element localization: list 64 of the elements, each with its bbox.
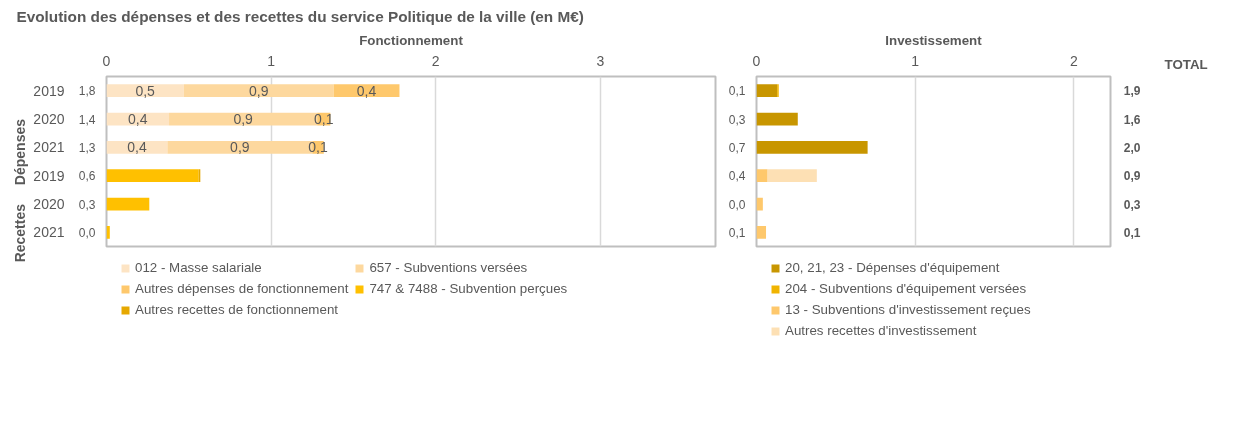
total-label: 0,1 [728,225,746,240]
y-tick-label: 2020 [33,196,65,212]
legend-label: 20, 21, 23 - Dépenses d'équipement [785,260,1000,275]
data-label: 0,9 [230,139,250,156]
data-label: 0,4 [128,111,148,127]
total-label: 0,3 [728,112,746,127]
total-label: 1,3 [78,140,96,155]
data-label: 0,4 [356,82,377,99]
total-label: 0,0 [78,225,96,240]
bar [767,169,817,183]
x-axis-title: Fonctionnement [359,32,464,48]
x-tick-label: 3 [596,52,605,69]
text: TOTAL [1164,56,1208,72]
bar [756,169,768,183]
data-label: 0,9 [249,82,269,99]
bar [756,140,868,154]
text: Dépenses [11,118,28,186]
legend-label: Autres recettes de fonctionnement [135,302,339,317]
legend-label: Autres recettes d'investissement [785,323,977,338]
bar [756,84,778,98]
x-tick-label: 0 [102,52,111,69]
x-axis-title: Investissement [885,32,983,48]
y-tick-label: 2019 [33,167,65,184]
legend-label: 204 - Subventions d'équipement versées [785,281,1027,296]
bar [183,84,334,98]
legend-label: 13 - Subventions d'investissement reçues [785,302,1031,317]
total-label: 0,6 [78,169,96,184]
data-label: 0,9 [233,111,254,127]
bar [756,225,767,239]
legend-label: Autres dépenses de fonctionnement [135,281,349,296]
bar [106,84,184,98]
total-label: 0,0 [728,197,746,212]
total-label: 1,8 [78,84,96,99]
x-tick-label: 2 [431,52,440,69]
legend-label: 012 - Masse salariale [135,260,262,275]
text: 1,6 [1123,112,1141,127]
bar [106,225,110,239]
data-label: 0,4 [127,139,147,156]
bar [756,112,798,126]
text: Recettes [11,203,28,263]
text: 0,1 [1123,225,1141,240]
x-tick-label: 0 [752,52,761,69]
text: 1,9 [1123,84,1141,99]
bar [106,169,199,183]
text: 0,9 [1123,169,1141,184]
y-tick-label: 2021 [33,139,65,156]
x-tick-label: 2 [1070,52,1079,69]
total-label: 0,3 [78,197,96,212]
total-label: 0,1 [728,84,746,99]
total-label: 1,4 [78,112,96,127]
y-tick-label: 2019 [33,82,65,99]
total-label: 0,4 [728,169,746,184]
legend-label: 747 & 7488 - Subvention perçues [369,281,568,296]
data-label: 0,5 [135,82,156,99]
x-tick-label: 1 [911,52,920,69]
x-tick-label: 1 [267,52,276,69]
bar [106,197,150,211]
chart-title: Evolution des dépenses et des recettes du service Politique de la ville (en M€) [16,7,584,25]
legend-label: 657 - Subventions versées [369,260,528,275]
total-label: 0,7 [728,140,746,155]
text: 2,0 [1123,140,1141,155]
y-tick-label: 2020 [33,111,65,127]
text: 0,3 [1123,197,1141,212]
y-tick-label: 2021 [33,224,65,241]
